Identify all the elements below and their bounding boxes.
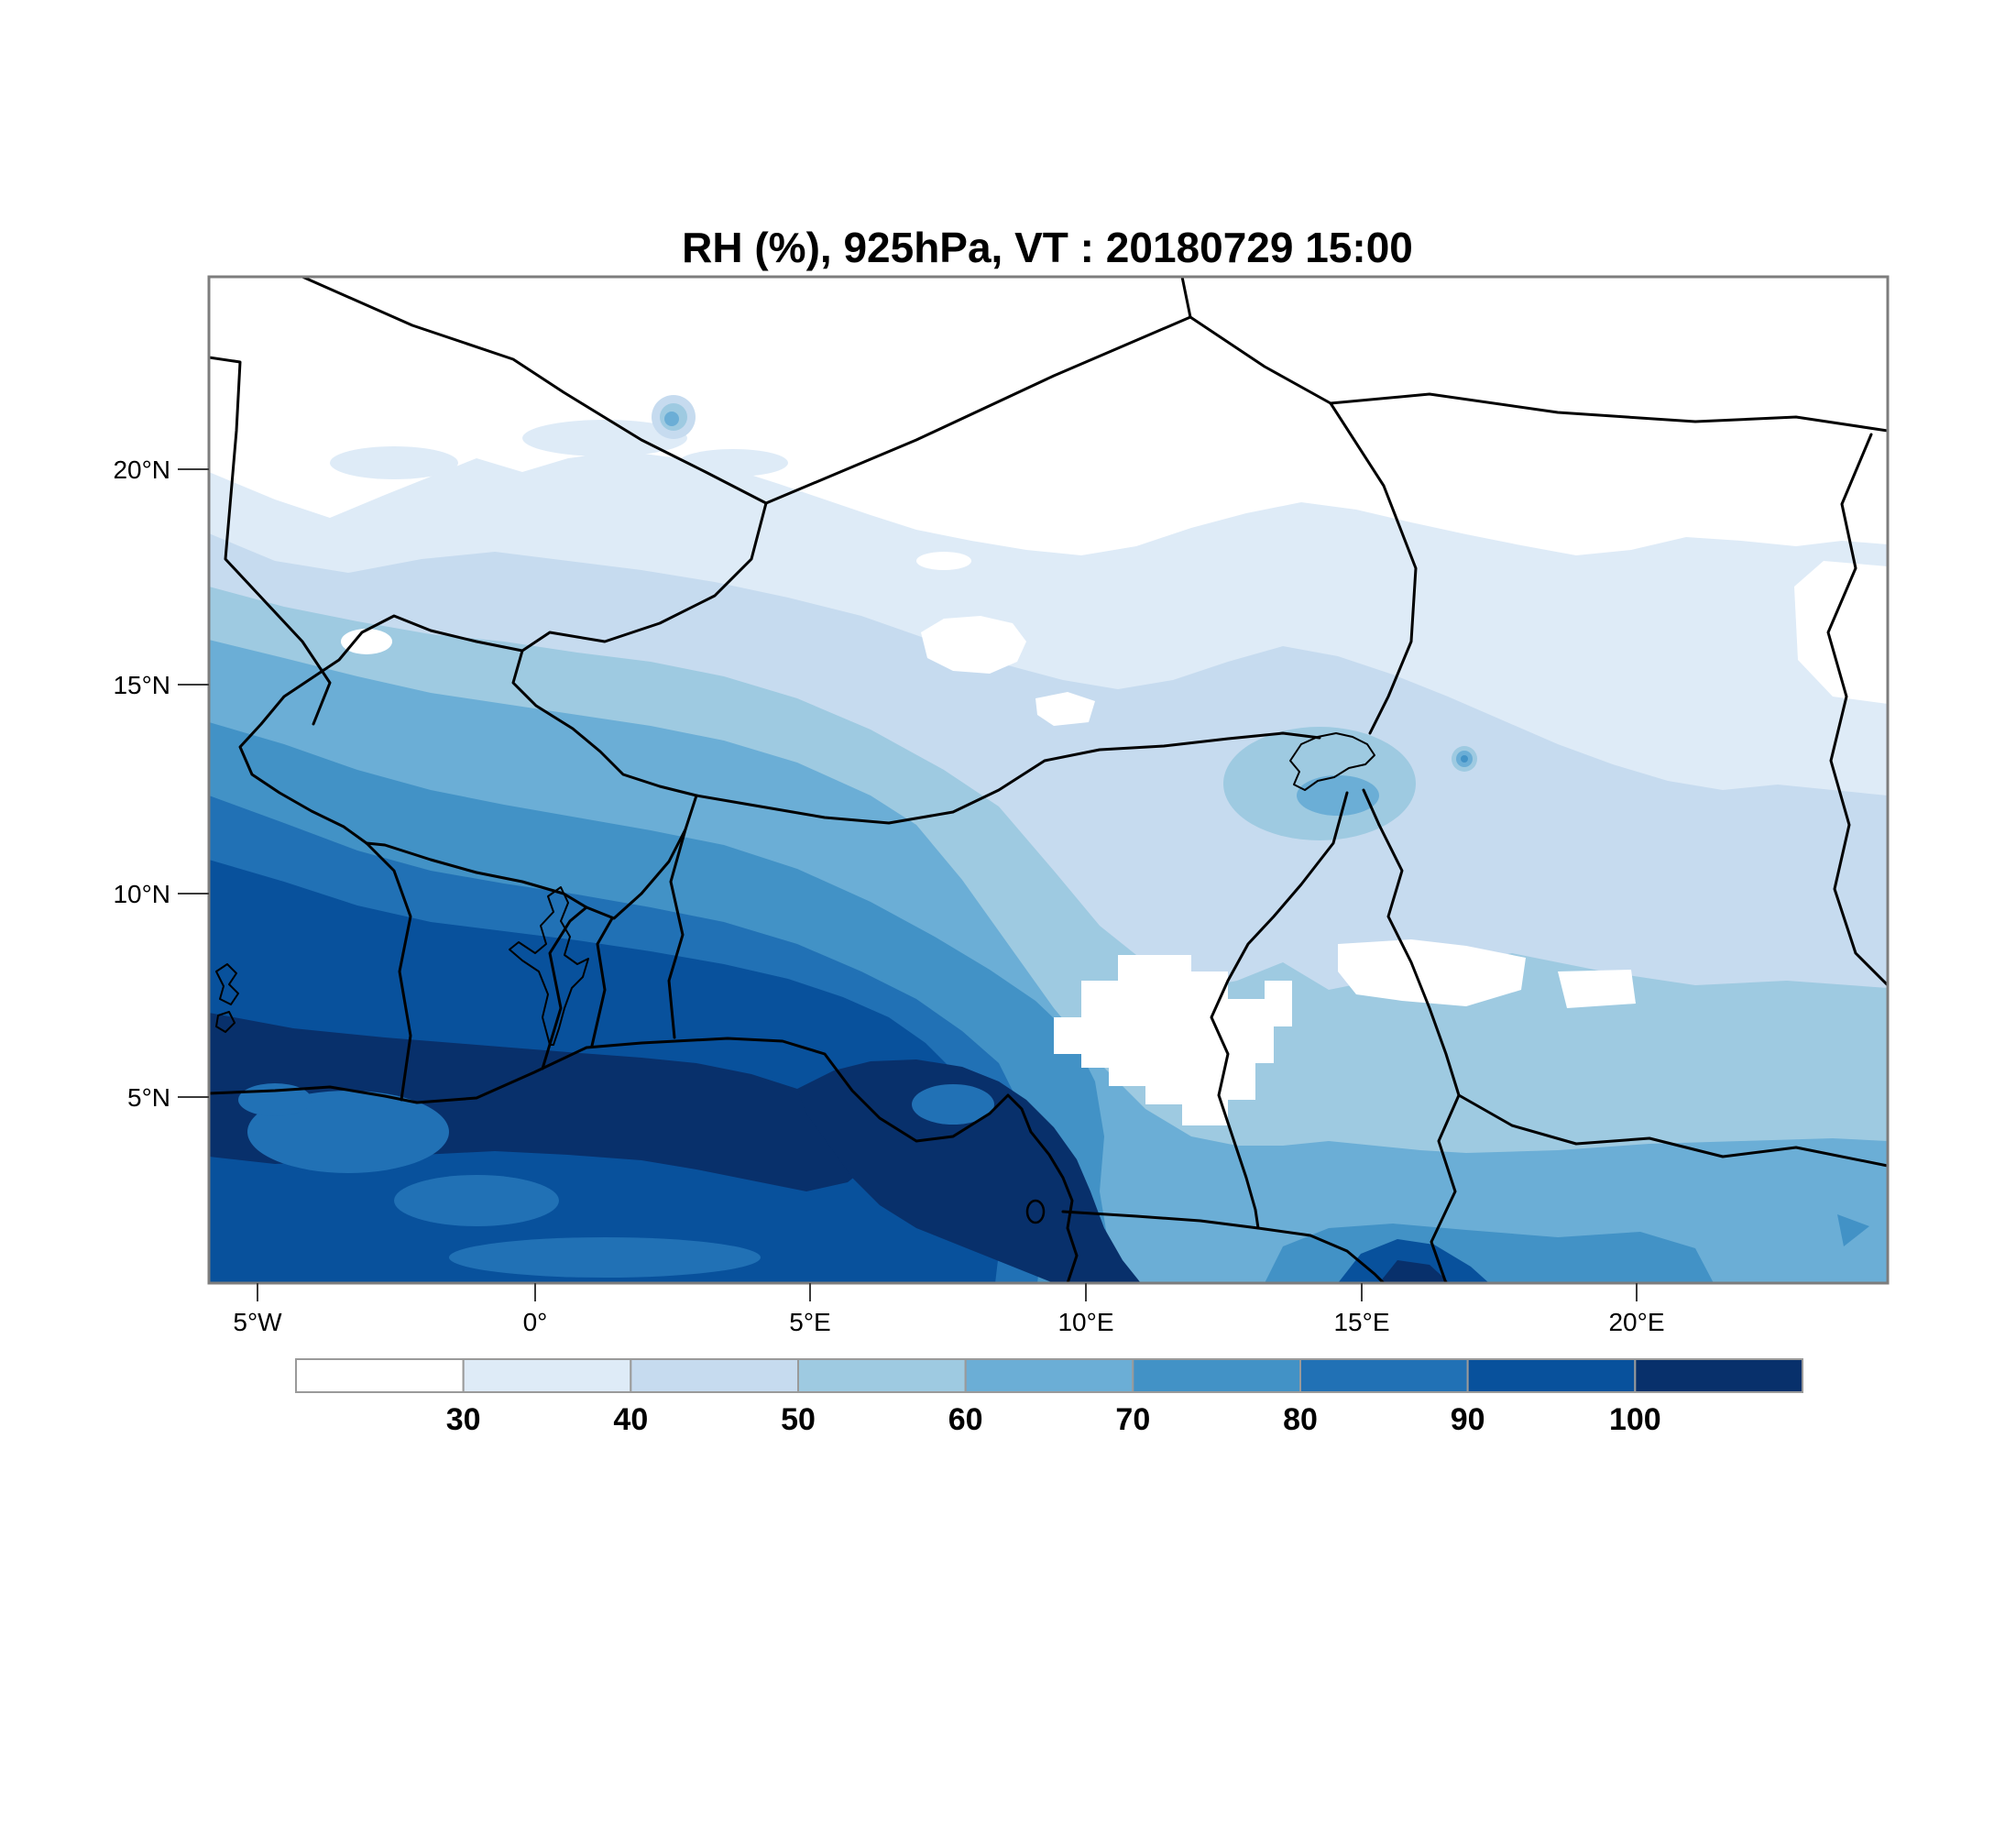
colorbar-label: 90 xyxy=(1451,1402,1485,1437)
x-axis: 5°W 0° 5°E 10°E 15°E 20°E xyxy=(233,1283,1665,1336)
border-mali-niger xyxy=(511,501,768,797)
moist-lobe xyxy=(330,446,458,479)
map-frame xyxy=(207,275,1890,1285)
colorbar-label: 80 xyxy=(1283,1402,1318,1437)
dry-hole-small xyxy=(1558,970,1636,1008)
coastline-gulf-of-guinea xyxy=(209,1037,1079,1283)
y-axis: 20°N 15°N 10°N 5°N xyxy=(113,456,209,1112)
border-algeria-niger xyxy=(764,277,1192,505)
contour-band-100-biafra xyxy=(797,1059,1141,1283)
moist-spot-north xyxy=(652,395,696,439)
x-tick-label: 20°E xyxy=(1608,1308,1664,1336)
bioko-island xyxy=(1025,1199,1046,1224)
border-mali-burkina xyxy=(238,614,524,845)
colorbar-segment xyxy=(797,1358,967,1393)
border-chad-sudan xyxy=(1826,433,1888,987)
border-ghana-togo xyxy=(541,906,588,1070)
border-cameroon-gabon xyxy=(1061,1210,1386,1283)
contour-field xyxy=(209,277,1888,1283)
border-niger-chad xyxy=(1329,401,1418,735)
border-burkina-south xyxy=(365,794,698,920)
dry-hole-east-edge xyxy=(1794,561,1888,704)
border-chad-car xyxy=(1457,1093,1888,1168)
page-title: RH (%), 925hPa, VT : 20180729 15:00 xyxy=(682,224,1413,271)
colorbar-segment xyxy=(1132,1358,1302,1393)
border-benin-nigeria xyxy=(667,828,687,1039)
ocean-patch xyxy=(394,1175,559,1226)
lake-volta xyxy=(509,886,589,1046)
dry-hole-small xyxy=(341,629,392,654)
colorbar-label: 30 xyxy=(446,1402,481,1437)
colorbar-label: 60 xyxy=(948,1402,983,1437)
border-niger-nigeria xyxy=(695,731,1321,825)
dry-hole-small xyxy=(1035,692,1095,726)
moist-spot-chad xyxy=(1452,746,1477,772)
x-tick-label: 0° xyxy=(523,1308,548,1336)
x-tick-label: 5°W xyxy=(233,1308,282,1336)
east-edge-moist-spot xyxy=(1837,1214,1869,1246)
lake-chad xyxy=(1289,732,1375,791)
border-mauritania-mali xyxy=(209,356,332,726)
y-tick-label: 20°N xyxy=(113,456,170,484)
colorbar-segment xyxy=(462,1358,632,1393)
south-moist-tongue xyxy=(1338,1239,1489,1283)
lake-chad-moist-core xyxy=(1297,775,1379,816)
y-tick-label: 5°N xyxy=(127,1083,170,1112)
dry-hole-chad xyxy=(1338,939,1526,1006)
moist-lobe xyxy=(522,420,687,456)
y-tick-label: 10°N xyxy=(113,880,170,908)
border-cotedivoire-ghana xyxy=(365,841,412,1102)
colorbar-label: 50 xyxy=(781,1402,816,1437)
colorbar-segment xyxy=(1634,1358,1804,1393)
border-cameroon-car xyxy=(1430,1093,1461,1283)
border-algeria-mali xyxy=(301,277,768,505)
colorbar-segment xyxy=(964,1358,1134,1393)
x-tick-label: 15°E xyxy=(1333,1308,1389,1336)
dry-hole-chad-cameroon xyxy=(1054,955,1292,1125)
south-moist-tongue-core xyxy=(1379,1260,1450,1283)
colorbar-label: 70 xyxy=(1115,1402,1150,1437)
border-chad-lake-link xyxy=(1362,788,1381,827)
colorbar-label: 100 xyxy=(1609,1402,1661,1437)
border-libya-chad xyxy=(1329,392,1888,433)
colorbar-segment xyxy=(630,1358,799,1393)
colorbar-segment xyxy=(1299,1358,1469,1393)
colorbar-segment xyxy=(295,1358,465,1393)
colorbar-legend: 30 40 50 60 70 80 90 100 xyxy=(295,1358,1804,1437)
west-coast-inlets xyxy=(215,1011,236,1033)
border-libya-niger xyxy=(1189,315,1332,405)
border-togo-benin xyxy=(590,916,614,1048)
west-coast-inlets xyxy=(215,963,239,1005)
ocean-patch xyxy=(449,1237,761,1278)
colorbar-label: 40 xyxy=(613,1402,648,1437)
border-nigeria-cameroon xyxy=(1210,791,1349,1230)
y-tick-label: 15°N xyxy=(113,671,170,699)
country-borders xyxy=(209,277,1888,1283)
biafra-inner-patch xyxy=(912,1084,994,1125)
border-chad-cameroon xyxy=(1377,823,1461,1097)
moist-lobe xyxy=(678,449,788,477)
x-tick-label: 10°E xyxy=(1057,1308,1113,1336)
dry-hole-niger xyxy=(921,616,1026,674)
x-tick-label: 5°E xyxy=(789,1308,830,1336)
colorbar-segment xyxy=(1466,1358,1637,1393)
dry-hole-small xyxy=(916,552,971,570)
